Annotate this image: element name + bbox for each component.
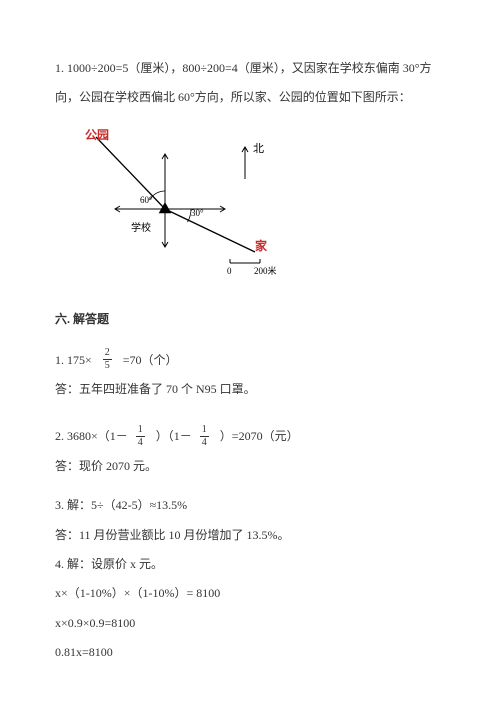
q2-fraction-2: 1 4 bbox=[200, 425, 209, 448]
q1-answer: 答：五年四班准备了 70 个 N95 口罩。 bbox=[55, 376, 445, 402]
q2-mid: ）（1－ bbox=[156, 429, 192, 443]
q1-pre: 1. 175× bbox=[55, 353, 92, 367]
svg-text:0: 0 bbox=[227, 266, 232, 276]
spacer bbox=[55, 405, 445, 423]
q2-f1-d: 4 bbox=[136, 437, 145, 448]
q4-line2: x×（1-10%）×（1-10%）= 8100 bbox=[55, 580, 445, 606]
svg-text:200米: 200米 bbox=[254, 265, 277, 276]
q4-line1: 4. 解：设原价 x 元。 bbox=[55, 551, 445, 577]
q4-line3: x×0.9×0.9=8100 bbox=[55, 610, 445, 636]
q1-frac-d: 5 bbox=[103, 360, 112, 371]
q1-expression: 1. 175× 2 5 =70（个） bbox=[55, 347, 445, 373]
q3-answer: 答：11 月份营业额比 10 月份增加了 13.5%。 bbox=[55, 522, 445, 548]
q1-frac-n: 2 bbox=[103, 348, 112, 360]
spacer bbox=[55, 482, 445, 492]
svg-text:公园: 公园 bbox=[85, 128, 109, 142]
svg-text:30°: 30° bbox=[191, 208, 204, 218]
q1-fraction: 2 5 bbox=[103, 348, 112, 371]
intro-line-1: 1. 1000÷200=5（厘米），800÷200=4（厘米），又因家在学校东偏… bbox=[55, 55, 445, 81]
q2-post: ）=2070（元） bbox=[220, 429, 299, 443]
q4-line4: 0.81x=8100 bbox=[55, 639, 445, 665]
q3-line1: 3. 解：5÷（42-5）≈13.5% bbox=[55, 492, 445, 518]
q2-fraction-1: 1 4 bbox=[136, 425, 145, 448]
page: 1. 1000÷200=5（厘米），800÷200=4（厘米），又因家在学校东偏… bbox=[0, 0, 500, 698]
q2-pre: 2. 3680×（1－ bbox=[55, 429, 128, 443]
q2-f2-d: 4 bbox=[200, 437, 209, 448]
direction-diagram: 60° 30° 公园北学校家 0 200米 bbox=[85, 117, 445, 286]
q2-answer: 答：现价 2070 元。 bbox=[55, 453, 445, 479]
q2-f1-n: 1 bbox=[136, 425, 145, 437]
q1-post: =70（个） bbox=[123, 353, 178, 367]
svg-text:60°: 60° bbox=[140, 195, 153, 205]
q2-f2-n: 1 bbox=[200, 425, 209, 437]
svg-text:北: 北 bbox=[253, 142, 264, 155]
section-title-6: 六. 解答题 bbox=[55, 306, 445, 332]
svg-text:学校: 学校 bbox=[131, 221, 151, 234]
intro-line-2: 向，公园在学校西偏北 60°方向，所以家、公园的位置如下图所示： bbox=[55, 84, 445, 110]
q2-expression: 2. 3680×（1－ 1 4 ）（1－ 1 4 ）=2070（元） bbox=[55, 423, 445, 449]
svg-text:家: 家 bbox=[255, 238, 268, 253]
